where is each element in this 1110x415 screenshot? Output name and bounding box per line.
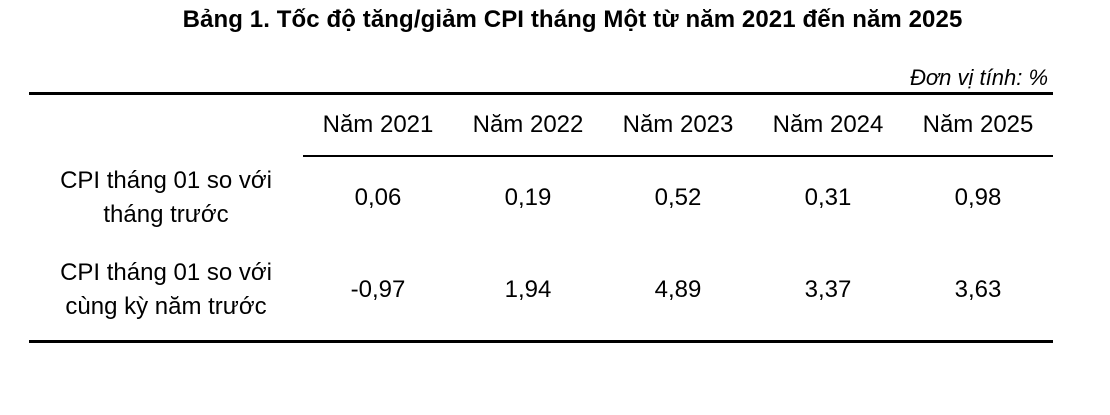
value-mom-2023: 0,52 — [654, 184, 702, 212]
value-yoy-2024: 3,37 — [804, 275, 852, 303]
header-year-2025: Năm 2025 — [903, 93, 1053, 157]
value-mom-2021: 0,06 — [354, 184, 402, 212]
value-yoy-2021: -0,97 — [350, 275, 406, 303]
header-stub-cell — [29, 93, 303, 156]
cpi-table-container: Đơn vị tính: % Năm 2021 Năm 2022 Năm 202… — [29, 64, 1053, 343]
header-row: Năm 2021 Năm 2022 Năm 2023 Năm 2024 Năm … — [29, 93, 1053, 157]
header-year-2023: Năm 2023 — [603, 93, 753, 157]
value-mom-2024: 0,31 — [804, 184, 852, 212]
header-year-2021: Năm 2021 — [303, 93, 453, 157]
cpi-table: Năm 2021 Năm 2022 Năm 2023 Năm 2024 Năm … — [29, 91, 1053, 343]
table-title: Bảng 1. Tốc độ tăng/giảm CPI tháng Một t… — [182, 6, 963, 33]
row-label-text: CPI tháng 01 so với tháng trước — [60, 166, 272, 228]
unit-note: Đơn vị tính: % — [909, 64, 1048, 90]
table-row-yoy: CPI tháng 01 so với cùng kỳ năm trước -0… — [29, 240, 1053, 342]
value-yoy-2023: 4,89 — [654, 275, 702, 303]
row-label-mom: CPI tháng 01 so với tháng trước — [29, 156, 303, 240]
row-label-text: CPI tháng 01 so với cùng kỳ năm trước — [60, 258, 272, 320]
row-label-yoy: CPI tháng 01 so với cùng kỳ năm trước — [29, 240, 303, 342]
header-year-2022: Năm 2022 — [453, 93, 603, 157]
value-yoy-2022: 1,94 — [504, 275, 552, 303]
value-mom-2025: 0,98 — [954, 184, 1002, 212]
value-yoy-2025: 3,63 — [954, 275, 1002, 303]
table-row-mom: CPI tháng 01 so với tháng trước 0,06 0,1… — [29, 156, 1053, 240]
value-mom-2022: 0,19 — [504, 184, 552, 212]
header-year-2024: Năm 2024 — [753, 93, 903, 157]
